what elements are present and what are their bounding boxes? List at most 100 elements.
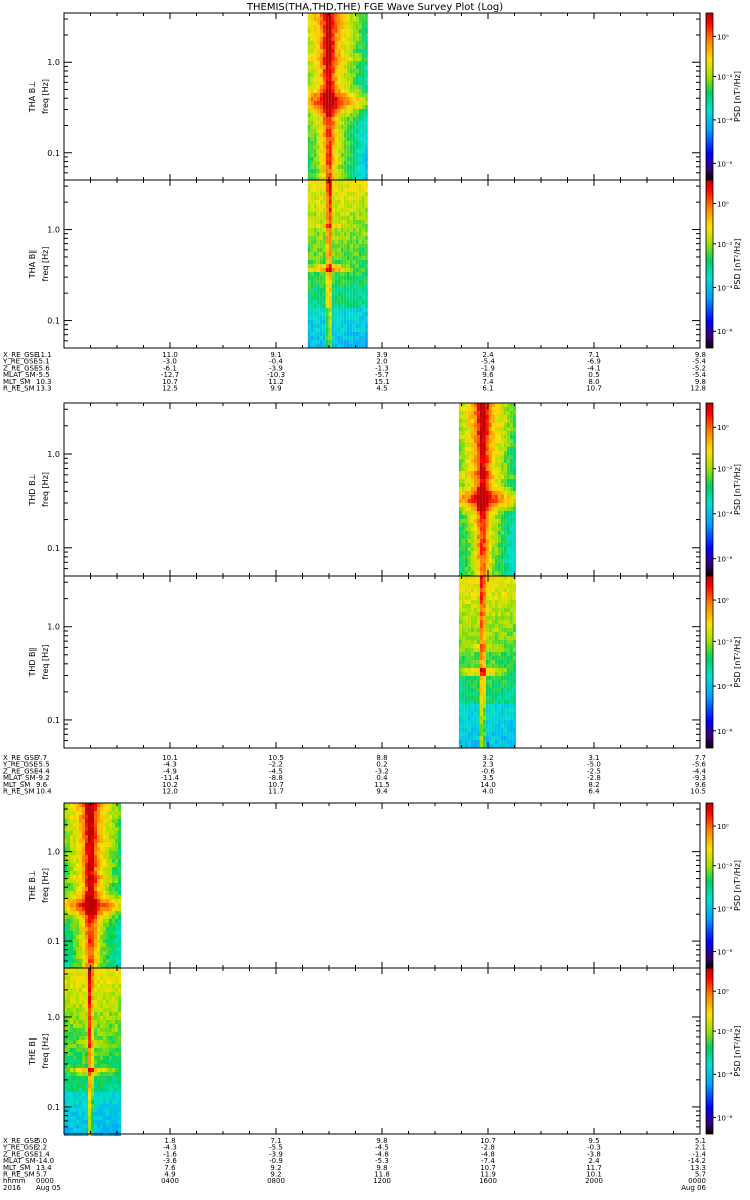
spectrogram-cell <box>355 53 359 57</box>
spectrogram-cell <box>512 708 516 712</box>
spectrogram-cell <box>512 495 516 499</box>
spectrogram-cell <box>313 105 317 109</box>
spectrogram-cell <box>512 620 516 624</box>
spectrogram-cell <box>497 616 501 620</box>
spectrogram-cell <box>500 563 504 567</box>
spectrogram-cell <box>500 632 504 636</box>
spectrogram-cell <box>76 1124 79 1128</box>
spectrogram-cell <box>100 887 103 891</box>
spectrogram-cell <box>322 324 326 328</box>
spectrogram-cell <box>491 736 495 740</box>
spectrogram-cell <box>94 919 97 923</box>
spectrogram-cell <box>506 712 510 716</box>
spectrogram-cell <box>322 85 326 89</box>
spectrogram-cell <box>464 431 468 435</box>
spectrogram-cell <box>337 244 341 248</box>
spectrogram-cell <box>464 588 468 592</box>
spectrogram-cell <box>331 192 335 196</box>
spectrogram-cell <box>70 811 73 815</box>
spectrogram-cell <box>494 547 498 551</box>
spectrogram-cell <box>467 519 471 523</box>
spectrogram-cell <box>76 863 79 867</box>
spectrogram-cell <box>361 29 365 33</box>
spectrogram-cell <box>73 976 76 980</box>
spectrogram-cell <box>307 161 311 165</box>
spectrogram-cell <box>343 93 347 97</box>
spectrogram-cell <box>349 308 353 312</box>
spectrogram-cell <box>325 300 329 304</box>
spectrogram-cell <box>503 628 507 632</box>
spectrogram-cell <box>319 141 323 145</box>
spectrogram-cell <box>482 604 486 608</box>
spectrogram-cell <box>319 105 323 109</box>
spectrogram-cell <box>482 499 486 503</box>
spectrogram-cell <box>346 272 350 276</box>
spectrogram-cell <box>470 507 474 511</box>
spectrogram-cell <box>470 431 474 435</box>
spectrogram-cell <box>497 559 501 563</box>
spectrogram-cell <box>485 563 489 567</box>
spectrogram-cell <box>467 403 471 407</box>
spectrogram-cell <box>473 708 477 712</box>
spectrogram-cell <box>512 463 516 467</box>
spectrogram-cell <box>352 25 356 29</box>
spectrogram-cell <box>112 911 115 915</box>
spectrogram-cell <box>482 479 486 483</box>
spectrogram-cell <box>319 264 323 268</box>
spectrogram-cell <box>467 652 471 656</box>
spectrogram-cell <box>509 451 513 455</box>
spectrogram-cell <box>85 859 88 863</box>
spectrogram-cell <box>476 515 480 519</box>
spectrogram-cell <box>482 612 486 616</box>
spectrogram-cell <box>482 676 486 680</box>
spectrogram-cell <box>67 1104 70 1108</box>
spectrogram-cell <box>482 672 486 676</box>
spectrogram-cell <box>79 1004 82 1008</box>
spectrogram-cell <box>473 535 477 539</box>
spectrogram-cell <box>76 875 79 879</box>
spectrogram-cell <box>85 1064 88 1068</box>
y-tick-label: 1.0 <box>47 848 60 857</box>
spectrogram-cell <box>479 732 483 736</box>
spectrogram-cell <box>506 664 510 668</box>
spectrogram-cell <box>361 328 365 332</box>
spectrogram-cell <box>325 165 329 169</box>
spectrogram-cell <box>346 93 350 97</box>
spectrogram-cell <box>352 117 356 121</box>
spectrogram-cell <box>325 65 329 69</box>
spectrogram-cell <box>485 419 489 423</box>
spectrogram-cell <box>340 161 344 165</box>
spectrogram-cell <box>349 272 353 276</box>
spectrogram-cell <box>485 708 489 712</box>
spectrogram-cell <box>88 923 91 927</box>
spectrogram-cell <box>479 656 483 660</box>
spectrogram-cell <box>491 708 495 712</box>
spectrogram-cell <box>112 903 115 907</box>
spectrogram-cell <box>346 161 350 165</box>
spectrogram-cell <box>97 823 100 827</box>
spectrogram-cell <box>334 25 338 29</box>
spectrogram-cell <box>64 980 67 984</box>
spectrogram-cell <box>355 200 359 204</box>
spectrogram-cell <box>319 69 323 73</box>
spectrogram-cell <box>340 272 344 276</box>
spectrogram-cell <box>82 831 85 835</box>
spectrogram-cell <box>106 927 109 931</box>
spectrogram-cell <box>497 716 501 720</box>
spectrogram-cell <box>488 435 492 439</box>
spectrogram-cell <box>325 304 329 308</box>
spectrogram-cell <box>88 855 91 859</box>
spectrogram-cell <box>485 648 489 652</box>
spectrogram-cell <box>346 200 350 204</box>
spectrogram-cell <box>458 624 462 628</box>
spectrogram-cell <box>349 77 353 81</box>
spectrogram-cell <box>307 61 311 65</box>
spectrogram-cell <box>476 435 480 439</box>
spectrogram-cell <box>307 57 311 61</box>
spectrogram-cell <box>476 547 480 551</box>
spectrogram-cell <box>316 157 320 161</box>
spectrogram-cell <box>67 976 70 980</box>
spectrogram-cell <box>509 648 513 652</box>
spectrogram-cell <box>73 1052 76 1056</box>
spectrogram-cell <box>67 1092 70 1096</box>
